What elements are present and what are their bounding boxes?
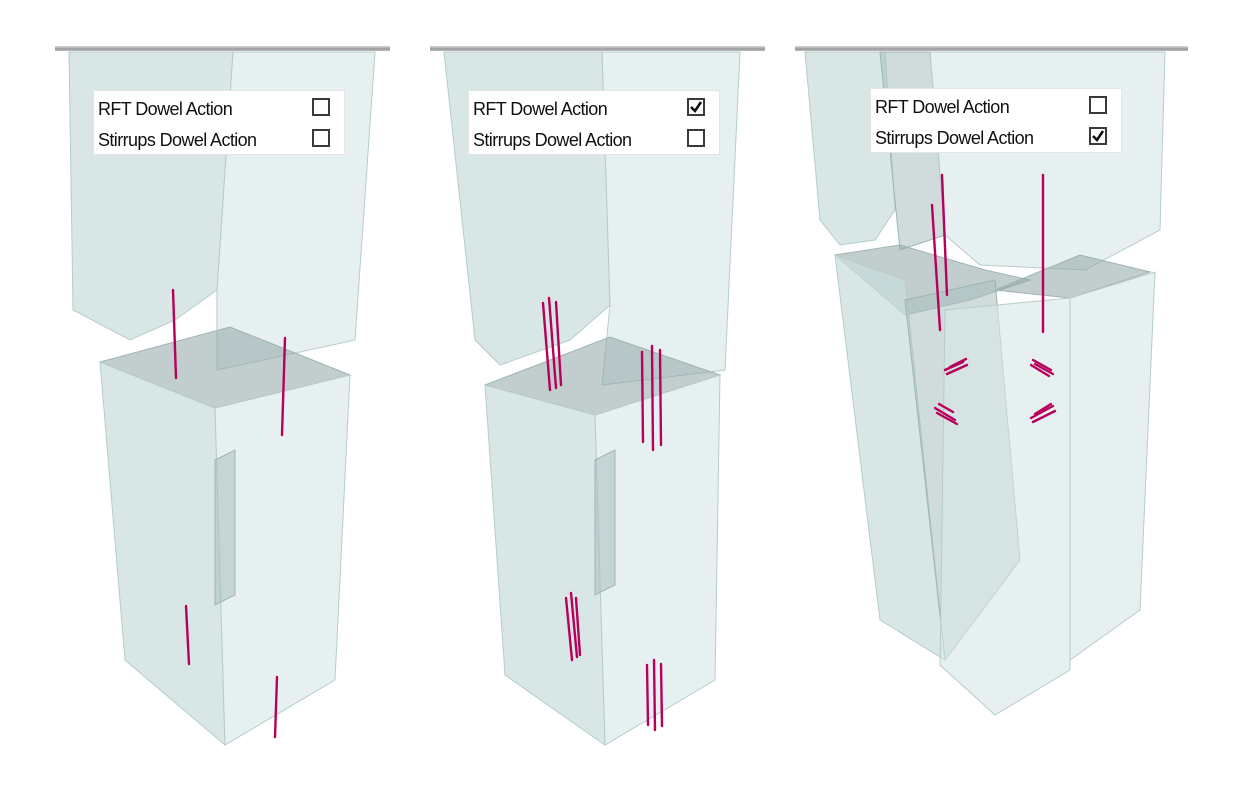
viewport-top-edge: [430, 46, 765, 51]
dowel-options-box: RFT Dowel Action Stirrups Dowel Action: [93, 90, 345, 155]
checkmark-icon: [690, 101, 703, 114]
stirrup-bar: [1029, 363, 1051, 378]
stirrups-dowel-row: Stirrups Dowel Action: [871, 122, 1121, 153]
dowel-options-box: RFT Dowel Action Stirrups Dowel Action: [870, 88, 1122, 153]
dowel-bar: [658, 348, 663, 447]
dowel-bar: [645, 663, 650, 727]
rft-dowel-label: RFT Dowel Action: [473, 99, 608, 119]
dowel-bar: [541, 301, 552, 392]
stirrup-bar: [937, 402, 955, 414]
checkmark-icon: [1092, 130, 1105, 143]
rft-dowel-label: RFT Dowel Action: [98, 99, 233, 119]
dowel-bar: [564, 596, 574, 662]
joint-top-face: [994, 254, 1152, 299]
stirrups-dowel-label: Stirrups Dowel Action: [98, 130, 257, 150]
lower-column-step: [214, 449, 236, 606]
lower-column-side-right: [1069, 271, 1156, 661]
stirrup-bar: [1031, 409, 1057, 424]
dowel-bar: [171, 288, 178, 380]
stirrup-bar: [1033, 402, 1053, 416]
stirrup-bar: [933, 406, 957, 422]
stirrups-dowel-label: Stirrups Dowel Action: [875, 128, 1034, 148]
viewport-panel-2[interactable]: RFT Dowel Action Stirrups Dowel Action: [430, 40, 770, 770]
viewport-top-edge: [795, 46, 1188, 51]
viewport-panel-1[interactable]: RFT Dowel Action Stirrups Dowel Action: [55, 40, 395, 770]
dowel-bar: [569, 591, 579, 659]
dowel-bar: [554, 300, 563, 387]
stirrups-dowel-checkbox[interactable]: [312, 129, 330, 147]
rft-dowel-row: RFT Dowel Action: [94, 93, 344, 124]
dowel-bar: [930, 203, 942, 332]
stirrups-dowel-label: Stirrups Dowel Action: [473, 130, 632, 150]
rft-dowel-checkbox[interactable]: [312, 98, 330, 116]
dowel-bar: [652, 658, 657, 732]
lower-column-side: [939, 297, 1071, 716]
stirrups-dowel-row: Stirrups Dowel Action: [94, 124, 344, 155]
dowel-bar: [184, 604, 191, 666]
stirrups-dowel-checkbox[interactable]: [687, 129, 705, 147]
lower-column-side: [594, 374, 721, 746]
dowel-bar: [574, 596, 582, 657]
dowel-bar: [659, 662, 664, 728]
lower-column-front: [99, 361, 226, 747]
stirrup-bar: [935, 411, 959, 426]
stirrup-bar: [948, 357, 968, 369]
stirrup-bar: [1029, 404, 1055, 420]
stirrups-dowel-checkbox[interactable]: [1089, 127, 1107, 145]
lower-column-side: [214, 374, 351, 746]
dowel-bar: [280, 336, 287, 437]
stirrups-dowel-row: Stirrups Dowel Action: [469, 124, 719, 155]
viewport-top-edge: [55, 46, 390, 51]
rft-dowel-checkbox[interactable]: [1089, 96, 1107, 114]
rft-dowel-label: RFT Dowel Action: [875, 97, 1010, 117]
rft-dowel-checkbox[interactable]: [687, 98, 705, 116]
dowel-bar: [640, 350, 645, 444]
lower-column-front: [484, 384, 606, 746]
viewport-panel-3[interactable]: RFT Dowel Action Stirrups Dowel Action: [795, 40, 1195, 770]
rft-dowel-row: RFT Dowel Action: [871, 91, 1121, 122]
dowel-bar: [547, 296, 558, 390]
dowel-bar: [650, 344, 655, 452]
stirrup-bar: [945, 363, 969, 376]
upper-column-side: [929, 51, 1166, 271]
dowel-bar: [940, 173, 949, 297]
rft-dowel-row: RFT Dowel Action: [469, 93, 719, 124]
dowel-options-box: RFT Dowel Action Stirrups Dowel Action: [468, 90, 720, 155]
stirrup-bar: [1031, 358, 1053, 372]
lower-column-step: [594, 449, 616, 596]
dowel-bar: [273, 675, 279, 739]
stirrup-bar: [1033, 362, 1055, 376]
